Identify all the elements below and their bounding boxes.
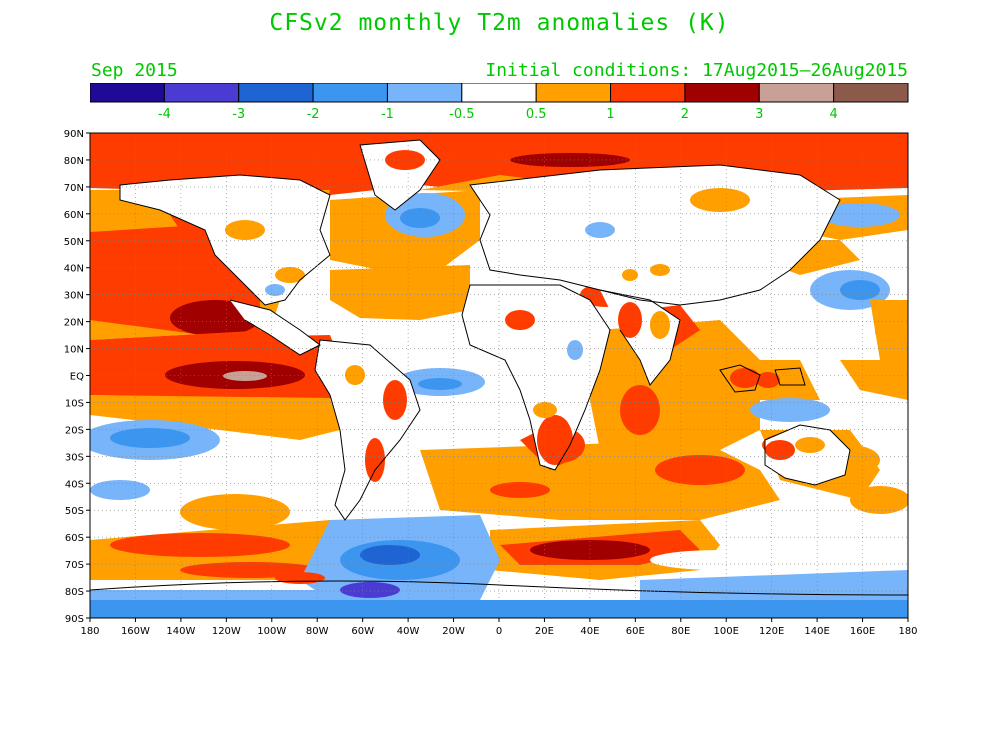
lat-label: 40N — [64, 264, 84, 275]
lat-label: 50S — [65, 506, 84, 517]
coastlines — [90, 139, 908, 596]
lon-label: 80W — [306, 626, 329, 637]
map-frame — [89, 132, 909, 619]
lat-label: 40S — [65, 479, 84, 490]
colorbar-box — [833, 83, 909, 103]
colorbar-label: -2 — [307, 107, 320, 122]
lon-label: 180 — [80, 626, 99, 637]
lat-label: 10S — [65, 398, 84, 409]
lon-label: 20W — [442, 626, 465, 637]
colorbar-label: 0.5 — [526, 107, 547, 122]
anomaly-field — [90, 133, 908, 618]
lon-label: 40W — [397, 626, 420, 637]
colorbar-label: 4 — [829, 107, 837, 122]
colorbar-label: 1 — [606, 107, 614, 122]
lat-label: 70N — [64, 183, 84, 194]
lat-label: 10N — [64, 345, 84, 356]
lat-label: 80N — [64, 156, 84, 167]
lat-label: 90S — [65, 614, 84, 625]
gridlines — [86, 132, 909, 622]
longitude-labels: 180 160W 140W 120W 100W 80W 60W 40W 20W 0 20E 40E 60… — [80, 626, 917, 637]
colorbar-label: -3 — [232, 107, 245, 122]
lon-label: 140W — [166, 626, 195, 637]
lon-label: 0 — [496, 626, 502, 637]
lat-label: EQ — [70, 372, 84, 383]
lat-label: 60N — [64, 210, 84, 221]
lon-label: 180 — [898, 626, 917, 637]
chart-title: CFSv2 monthly T2m anomalies (K) — [269, 10, 730, 36]
latitude-labels: 90N 80N 70N 60N 50N 40N 30N 20N 10N EQ 10S 20S 30S 40… — [64, 129, 84, 625]
lat-label: 30N — [64, 291, 84, 302]
lon-label: 20E — [535, 626, 554, 637]
lon-label: 160W — [121, 626, 150, 637]
valid-month: Sep 2015 — [91, 60, 178, 81]
lon-label: 80E — [671, 626, 690, 637]
lon-label: 120W — [212, 626, 241, 637]
initial-conditions: Initial conditions: 17Aug2015–26Aug2015 — [485, 60, 908, 81]
lon-label: 60E — [626, 626, 645, 637]
lat-label: 50N — [64, 237, 84, 248]
lat-label: 90N — [64, 129, 84, 140]
lon-label: 160E — [850, 626, 875, 637]
lat-label: 70S — [65, 560, 84, 571]
colorbar: -4 -3 -2 -1 -0.5 0.5 1 2 3 4 — [90, 83, 909, 122]
lon-label: 60W — [351, 626, 374, 637]
lon-label: 100E — [714, 626, 739, 637]
colorbar-label: -1 — [381, 107, 394, 122]
lat-label: 60S — [65, 533, 84, 544]
lat-label: 80S — [65, 587, 84, 598]
lon-label: 140E — [804, 626, 829, 637]
colorbar-label: 2 — [681, 107, 689, 122]
lat-label: 30S — [65, 452, 84, 463]
lon-label: 40E — [580, 626, 599, 637]
lat-label: 20N — [64, 318, 84, 329]
lon-label: 120E — [759, 626, 784, 637]
lat-label: 20S — [65, 425, 84, 436]
lon-label: 100W — [257, 626, 286, 637]
colorbar-label: 3 — [755, 107, 763, 122]
colorbar-label: -0.5 — [449, 107, 474, 122]
colorbar-label: -4 — [158, 107, 171, 122]
